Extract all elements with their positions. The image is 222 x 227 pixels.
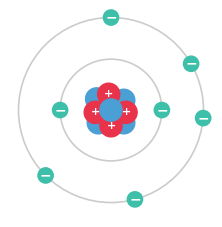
Text: −: − xyxy=(197,111,209,125)
Circle shape xyxy=(38,168,53,183)
Text: −: − xyxy=(129,192,141,206)
Circle shape xyxy=(113,89,135,111)
Text: −: − xyxy=(105,10,117,25)
Circle shape xyxy=(103,10,119,25)
Circle shape xyxy=(52,102,68,118)
Circle shape xyxy=(196,111,211,126)
Text: +: + xyxy=(106,121,116,131)
Text: +: + xyxy=(121,107,131,117)
Text: −: − xyxy=(156,103,168,117)
Circle shape xyxy=(113,112,135,134)
Text: −: − xyxy=(185,57,197,71)
Circle shape xyxy=(115,101,137,123)
Circle shape xyxy=(98,83,120,105)
Circle shape xyxy=(85,88,108,110)
Text: +: + xyxy=(104,89,113,99)
Text: −: − xyxy=(40,168,52,183)
Text: +: + xyxy=(91,107,100,117)
Text: −: − xyxy=(54,103,66,117)
Circle shape xyxy=(100,99,122,121)
Circle shape xyxy=(183,56,199,72)
Circle shape xyxy=(100,115,122,137)
Circle shape xyxy=(87,112,109,134)
Circle shape xyxy=(127,192,143,207)
Circle shape xyxy=(84,101,106,123)
Circle shape xyxy=(154,102,170,118)
